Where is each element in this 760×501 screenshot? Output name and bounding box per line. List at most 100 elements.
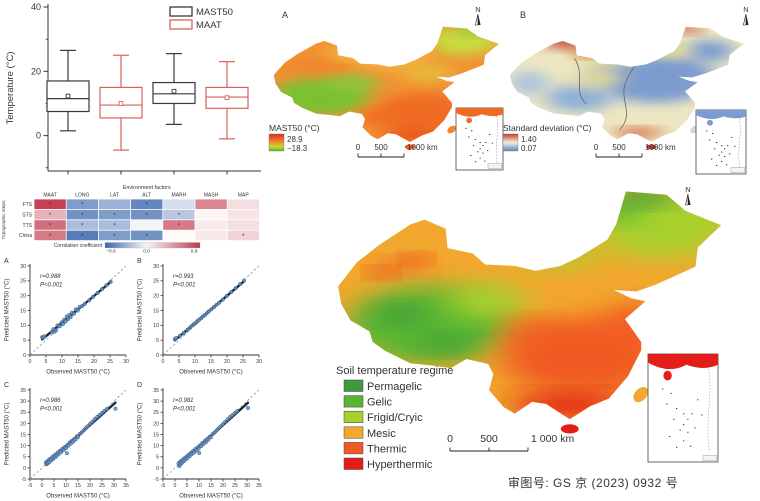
heatmap-cell <box>227 230 259 241</box>
scatter-point <box>181 331 186 336</box>
heatmap-cell <box>34 209 66 220</box>
box-group <box>205 61 249 140</box>
region-blob <box>447 283 526 318</box>
column-label: MAP <box>238 193 250 199</box>
north-arrow-icon <box>685 193 689 206</box>
x-tick-label: 5 <box>53 483 56 489</box>
x-tick-label: 25 <box>232 483 238 489</box>
inset-island-large <box>663 370 672 381</box>
x-tick-label: 10 <box>192 359 198 365</box>
y-tick-label: 10 <box>153 444 159 450</box>
inset-island-large <box>466 117 472 124</box>
heatmap-cell <box>131 220 163 230</box>
inset-islet <box>721 151 723 153</box>
region-blob <box>420 335 467 353</box>
inset-boundary-dashes <box>738 115 741 168</box>
scatter-point <box>100 287 104 292</box>
scatter-point <box>68 315 73 320</box>
region-blob <box>574 47 603 57</box>
scatter-point <box>233 286 238 291</box>
r-annotation: r=0.986 <box>40 398 61 404</box>
x-tick-label: 5 <box>186 483 189 489</box>
x-tick-label: -5 <box>28 483 33 489</box>
x-tick-label: 25 <box>99 483 105 489</box>
north-arrow-icon <box>475 13 479 26</box>
row-label: TTS <box>23 223 33 229</box>
legend-class-swatch <box>343 426 364 439</box>
significance-marker: * <box>146 213 149 219</box>
map-b-panel: B N Standard deviation (°C) 1.40 0.07 0 500 100… <box>500 2 760 178</box>
scatter-point <box>53 328 58 333</box>
y-tick-label: 5 <box>156 455 159 461</box>
x-tick-label: 30 <box>244 483 250 489</box>
r-annotation: r=0.988 <box>40 274 61 280</box>
scatter-point <box>225 417 230 422</box>
scatter-point <box>80 304 85 309</box>
legend-gradient-swatch <box>502 133 519 152</box>
scatter-point <box>85 424 90 429</box>
heatmap-cell <box>163 220 195 230</box>
x-tick-label: 35 <box>123 483 129 489</box>
scatter-point <box>108 279 113 284</box>
scatter-point <box>87 298 92 303</box>
y-tick-label: 10 <box>153 323 159 329</box>
scatter-point <box>104 407 109 412</box>
x-tick-label: 15 <box>208 483 214 489</box>
scatter-point <box>224 293 229 298</box>
x-axis-title: Observed MAST50 (°C) <box>46 494 109 500</box>
significance-marker: * <box>81 213 84 219</box>
y-tick-label: 15 <box>20 432 26 438</box>
heatmap-title: Environment factors <box>123 185 171 191</box>
scatter-point <box>113 406 118 411</box>
y-axis-title: Predicted MAST50 (°C) <box>138 279 144 342</box>
x-tick-label: 5 <box>45 359 48 365</box>
scale-label: 0 <box>356 143 361 152</box>
north-arrow-icon <box>478 14 481 25</box>
inset-islet <box>687 418 689 420</box>
scatter-point <box>238 282 243 287</box>
scatter-point <box>220 422 225 427</box>
heatmap-cell <box>34 230 66 241</box>
significance-marker: * <box>146 203 149 209</box>
significance-marker: * <box>113 213 116 219</box>
inset-islet <box>482 152 484 154</box>
significance-marker: * <box>178 224 181 230</box>
scatter-point <box>223 419 228 424</box>
inset-islet <box>724 148 726 150</box>
region-blob <box>456 26 489 36</box>
legend-min: −18.3 <box>287 144 308 153</box>
inset-islet <box>718 154 720 156</box>
panel-letter: D <box>137 382 142 389</box>
column-label: ALT <box>142 193 151 199</box>
inset-islet <box>487 150 489 152</box>
scale-label: 0 <box>594 143 599 152</box>
y-tick-label: 5 <box>156 338 159 344</box>
china-fill-layers <box>346 191 722 418</box>
inset-islet <box>484 160 486 162</box>
y-tick-label: 5 <box>23 455 26 461</box>
inset-islet <box>712 133 714 134</box>
x-tick-label: 35 <box>256 483 262 489</box>
x-tick-label: 30 <box>123 359 129 365</box>
inset-islet <box>690 445 692 447</box>
y-tick-label: 30 <box>153 264 159 270</box>
region-blob <box>576 45 639 66</box>
heatmap-cell <box>163 209 195 220</box>
y-tick-label: 30 <box>20 399 26 405</box>
heatmap-cell <box>195 209 227 220</box>
y-axis-title: Temperature (°C) <box>5 52 16 125</box>
inset-islet <box>709 139 711 141</box>
inset-islet <box>714 148 716 150</box>
significance-marker: * <box>81 224 84 230</box>
heatmap-cell <box>34 220 66 230</box>
scatter-point <box>71 311 76 316</box>
region-blob <box>399 63 455 84</box>
region-blob <box>377 305 425 325</box>
inset-islet <box>468 136 470 138</box>
inset-islet <box>731 136 733 138</box>
heatmap-cell <box>98 220 131 230</box>
legend-label: MAST50 <box>196 7 233 18</box>
heatmap-cell <box>195 220 227 230</box>
legend-class-label: Frigid/Cryic <box>367 412 423 424</box>
scatter-point <box>217 300 221 305</box>
